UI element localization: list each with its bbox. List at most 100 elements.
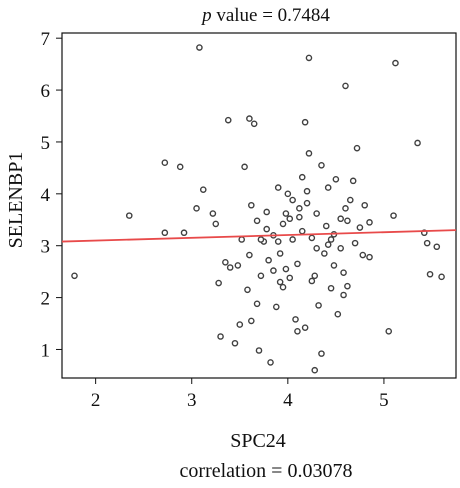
data-point (255, 347, 263, 354)
data-point (161, 229, 169, 237)
data-point (337, 245, 344, 252)
chart-title-rest: value = 0.7484 (212, 5, 331, 26)
data-point (272, 303, 280, 311)
data-point (298, 173, 306, 181)
data-point (248, 317, 255, 325)
data-point (330, 262, 338, 269)
data-point (327, 236, 335, 243)
data-point (125, 212, 133, 219)
data-point (296, 205, 303, 212)
chart-title: p value = 0.7484 (200, 5, 330, 26)
data-point (324, 184, 332, 191)
data-point (349, 177, 357, 185)
y-tick-label: 2 (41, 289, 51, 310)
data-point (231, 339, 239, 347)
data-point (385, 328, 393, 335)
data-point (282, 210, 290, 217)
data-point (238, 236, 246, 243)
data-point (176, 163, 184, 171)
data-point (253, 217, 261, 225)
data-point (390, 212, 397, 219)
y-tick-label: 6 (41, 81, 51, 102)
data-point (270, 267, 277, 274)
data-point (366, 253, 373, 261)
data-point (263, 225, 270, 233)
data-point (311, 366, 319, 374)
data-point (334, 310, 342, 318)
data-point (267, 359, 274, 366)
chart-title-p: p (200, 5, 212, 26)
trend-line (61, 229, 457, 243)
data-point (438, 273, 445, 281)
data-point (346, 196, 354, 204)
data-point (324, 241, 332, 248)
data-point (318, 161, 325, 169)
plot-frame (61, 32, 457, 379)
data-point (226, 264, 234, 271)
data-point (433, 243, 441, 251)
data-point (414, 139, 421, 147)
data-point (340, 291, 347, 299)
data-point (193, 205, 200, 212)
data-point (392, 59, 399, 67)
data-point (241, 163, 248, 171)
data-point (311, 272, 319, 280)
data-point (276, 250, 284, 257)
regression-line (61, 229, 457, 243)
data-point (250, 120, 258, 128)
y-tick-label: 5 (41, 133, 51, 154)
x-tick-label: 4 (283, 390, 293, 411)
data-point (71, 272, 78, 280)
data-point (246, 115, 253, 122)
data-point (305, 150, 313, 157)
data-point (286, 215, 294, 223)
data-point (318, 350, 325, 357)
data-point (359, 251, 367, 259)
data-point (340, 269, 347, 276)
data-point (426, 270, 434, 278)
data-point (315, 302, 322, 309)
y-tick-label: 3 (41, 237, 51, 258)
data-point (296, 213, 303, 221)
data-point (301, 118, 309, 126)
data-point (224, 116, 232, 124)
y-tick-label: 4 (41, 185, 51, 206)
plot-axes: 2 3 4 5 1 2 3 4 5 6 7 (41, 29, 457, 411)
data-point (423, 239, 431, 247)
data-point (236, 321, 244, 328)
data-point (196, 44, 203, 51)
data-point (351, 239, 359, 247)
data-point (321, 250, 328, 257)
data-point (298, 227, 306, 235)
data-point (276, 278, 284, 286)
correlation-label: correlation = 0.03078 (180, 460, 353, 482)
data-point (279, 283, 287, 291)
data-point (344, 282, 351, 290)
data-point (308, 234, 316, 242)
data-point (274, 184, 282, 191)
y-axis-label: SELENBP1 (5, 152, 27, 249)
data-point (294, 328, 301, 335)
data-point (234, 262, 242, 269)
data-point (215, 279, 222, 287)
y-tick-label: 7 (41, 29, 51, 50)
data-point (322, 222, 330, 230)
data-point (361, 201, 369, 209)
data-point (289, 236, 296, 243)
x-tick-label: 5 (379, 390, 389, 411)
data-point (342, 82, 349, 90)
data-point (279, 220, 287, 228)
data-point (303, 187, 311, 195)
data-point (301, 324, 309, 331)
data-point (209, 210, 217, 217)
data-point (366, 219, 373, 226)
data-point (257, 272, 265, 280)
data-point (289, 196, 296, 204)
data-point (263, 208, 270, 216)
x-tick-label: 2 (91, 390, 101, 411)
data-point (274, 238, 282, 245)
data-point (327, 284, 335, 292)
data-point (212, 220, 220, 228)
data-point (353, 144, 361, 152)
